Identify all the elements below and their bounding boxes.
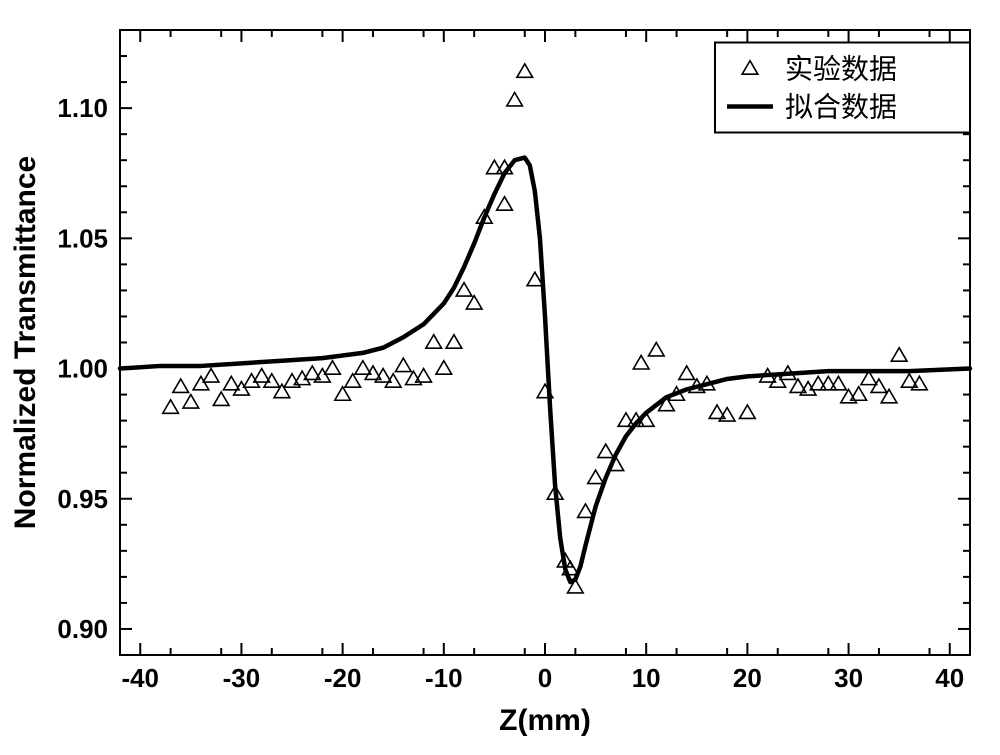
y-tick-label: 0.95 bbox=[57, 484, 108, 514]
x-tick-label: 0 bbox=[538, 663, 552, 693]
legend-label-2: 拟合数据 bbox=[785, 92, 897, 123]
x-tick-label: 10 bbox=[632, 663, 661, 693]
x-tick-label: -20 bbox=[324, 663, 362, 693]
y-tick-label: 1.00 bbox=[57, 354, 108, 384]
x-axis-label: Z(mm) bbox=[499, 704, 591, 737]
zscan-chart: -40 -30 -20 -10 0 10 20 30 40 0.90 0.95 1.00 1.05 1.1… bbox=[0, 0, 1000, 755]
x-tick-label: -40 bbox=[121, 663, 159, 693]
legend-label-1: 实验数据 bbox=[785, 54, 897, 85]
y-tick-label: 1.10 bbox=[57, 93, 108, 123]
x-tick-label: 20 bbox=[733, 663, 762, 693]
x-tick-label: 30 bbox=[834, 663, 863, 693]
x-tick-label: -30 bbox=[223, 663, 261, 693]
x-tick-label: -10 bbox=[425, 663, 463, 693]
y-tick-label: 0.90 bbox=[57, 614, 108, 644]
chart-svg: -40 -30 -20 -10 0 10 20 30 40 0.90 0.95 1.00 1.05 1.1… bbox=[0, 0, 1000, 755]
x-tick-label: 40 bbox=[935, 663, 964, 693]
y-tick-label: 1.05 bbox=[57, 223, 108, 253]
y-axis-label: Normalized Transmittance bbox=[9, 156, 42, 529]
